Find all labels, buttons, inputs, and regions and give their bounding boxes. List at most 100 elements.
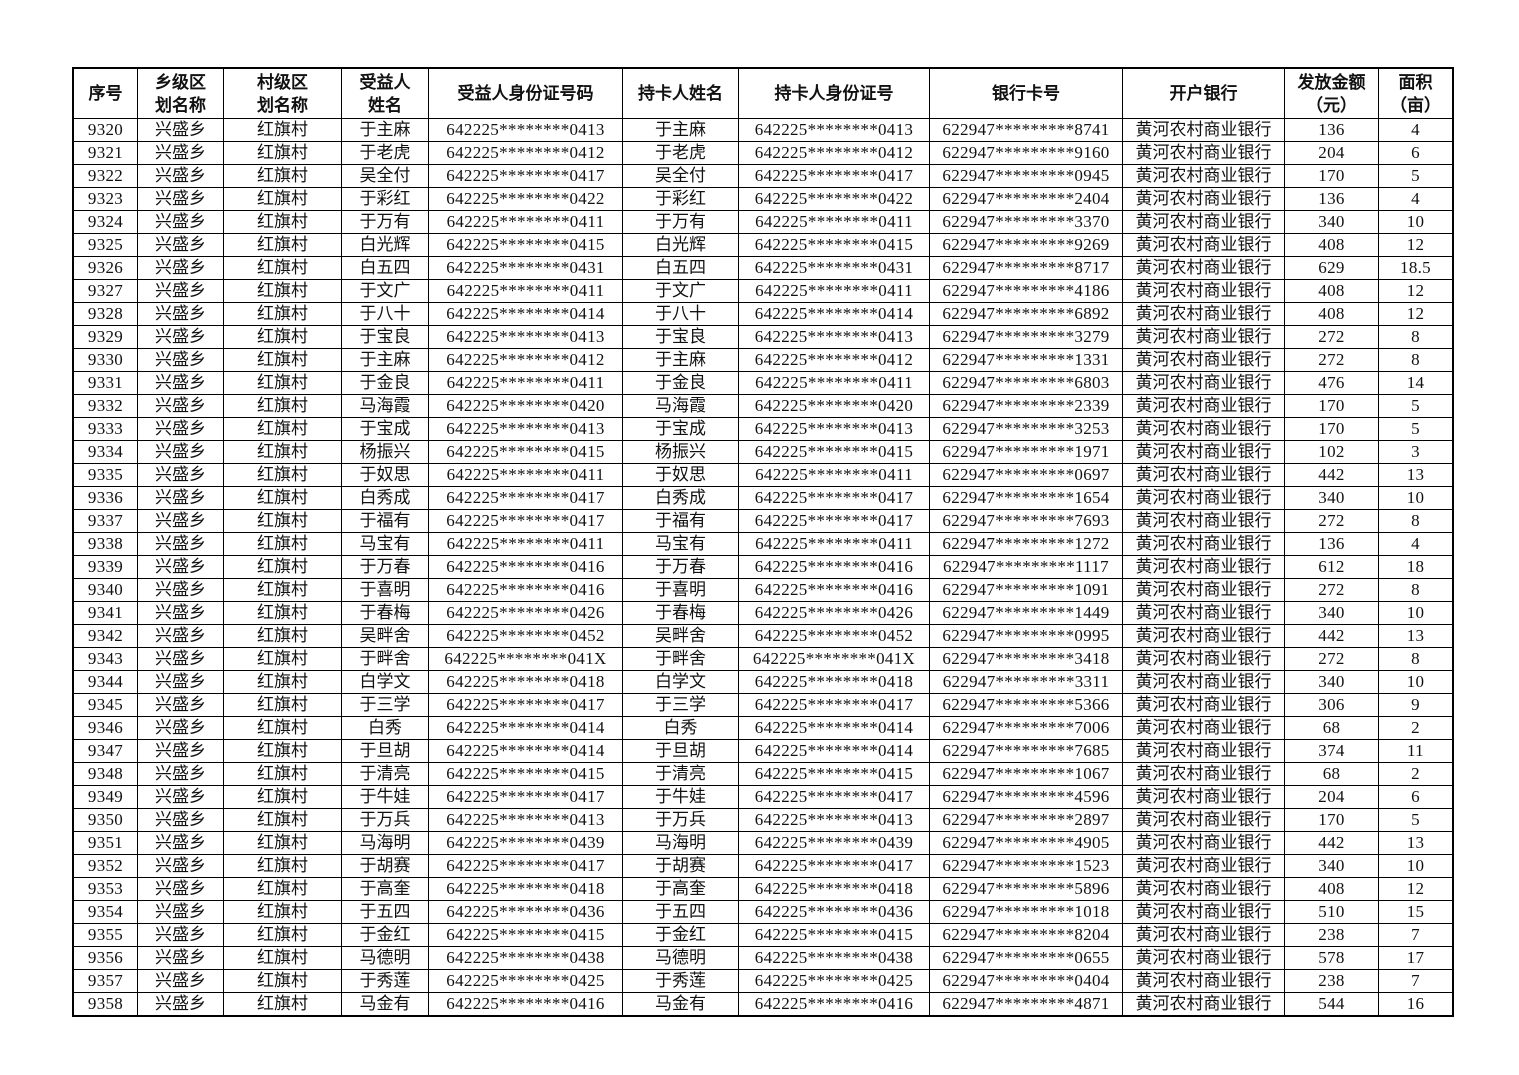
- cell-amount: 170: [1284, 417, 1379, 441]
- cell-cardholder-name: 白五四: [622, 256, 739, 280]
- cell-cardholder-id: 642225********0416: [738, 992, 930, 1017]
- cell-bank-card: 622947*********4871: [929, 992, 1123, 1017]
- cell-village: 红旗村: [223, 164, 342, 188]
- table-row: 9323 兴盛乡 红旗村 于彩红 642225********0422 于彩红 642225…: [72, 187, 1454, 211]
- cell-amount: 340: [1284, 486, 1379, 510]
- header-label-line: 乡级区: [155, 72, 206, 92]
- cell-amount: 612: [1284, 555, 1379, 579]
- cell-area: 14: [1378, 371, 1454, 395]
- table-row: 9347 兴盛乡 红旗村 于旦胡 642225********0414 于旦胡 642225…: [72, 739, 1454, 763]
- cell-cardholder-id: 642225********0411: [738, 210, 930, 234]
- header-label-line: 持卡人姓名: [638, 84, 723, 103]
- cell-cardholder-name: 白秀: [622, 716, 739, 740]
- cell-township: 兴盛乡: [137, 187, 224, 211]
- cell-beneficiary-name: 于高奎: [341, 877, 429, 901]
- cell-bank-card: 622947*********2404: [929, 187, 1123, 211]
- cell-area: 4: [1378, 532, 1454, 556]
- cell-cardholder-name: 白秀成: [622, 486, 739, 510]
- cell-amount: 408: [1284, 279, 1379, 303]
- cell-cardholder-name: 于五四: [622, 900, 739, 924]
- cell-index: 9352: [72, 854, 138, 878]
- cell-area: 10: [1378, 601, 1454, 625]
- cell-bank-name: 黄河农村商业银行: [1122, 808, 1285, 832]
- header-label-line: 面积: [1398, 72, 1433, 92]
- cell-beneficiary-id: 642225********0426: [428, 601, 623, 625]
- cell-beneficiary-name: 于牛娃: [341, 785, 429, 809]
- table-row: 9331 兴盛乡 红旗村 于金良 642225********0411 于金良 642225…: [72, 371, 1454, 395]
- cell-township: 兴盛乡: [137, 762, 224, 786]
- cell-index: 9333: [72, 417, 138, 441]
- cell-index: 9358: [72, 992, 138, 1017]
- cell-area: 8: [1378, 509, 1454, 533]
- cell-township: 兴盛乡: [137, 624, 224, 648]
- header-index: 序号: [72, 67, 138, 119]
- table-row: 9329 兴盛乡 红旗村 于宝良 642225********0413 于宝良 642225…: [72, 325, 1454, 349]
- cell-township: 兴盛乡: [137, 417, 224, 441]
- cell-cardholder-name: 于奴思: [622, 463, 739, 487]
- cell-cardholder-name: 于主麻: [622, 348, 739, 372]
- header-label-line: 开户银行: [1169, 84, 1238, 103]
- cell-beneficiary-name: 于宝成: [341, 417, 429, 441]
- cell-village: 红旗村: [223, 118, 342, 142]
- cell-area: 10: [1378, 486, 1454, 510]
- cell-beneficiary-name: 于金红: [341, 923, 429, 947]
- cell-bank-card: 622947*********7685: [929, 739, 1123, 763]
- cell-beneficiary-name: 于畔舍: [341, 647, 429, 671]
- cell-amount: 408: [1284, 233, 1379, 257]
- cell-cardholder-name: 于宝良: [622, 325, 739, 349]
- cell-cardholder-id: 642225********0436: [738, 900, 930, 924]
- cell-index: 9325: [72, 233, 138, 257]
- cell-cardholder-name: 于老虎: [622, 141, 739, 165]
- cell-area: 7: [1378, 923, 1454, 947]
- cell-area: 13: [1378, 463, 1454, 487]
- cell-bank-name: 黄河农村商业银行: [1122, 440, 1285, 464]
- cell-amount: 374: [1284, 739, 1379, 763]
- cell-bank-name: 黄河农村商业银行: [1122, 509, 1285, 533]
- cell-township: 兴盛乡: [137, 969, 224, 993]
- cell-cardholder-id: 642225********0417: [738, 164, 930, 188]
- cell-beneficiary-id: 642225********0413: [428, 417, 623, 441]
- cell-village: 红旗村: [223, 141, 342, 165]
- header-cardholder-id: 持卡人身份证号: [738, 67, 930, 119]
- cell-village: 红旗村: [223, 210, 342, 234]
- cell-beneficiary-name: 白五四: [341, 256, 429, 280]
- cell-village: 红旗村: [223, 854, 342, 878]
- cell-amount: 272: [1284, 647, 1379, 671]
- cell-cardholder-id: 642225********0452: [738, 624, 930, 648]
- cell-cardholder-id: 642225********0411: [738, 279, 930, 303]
- cell-amount: 340: [1284, 670, 1379, 694]
- cell-bank-name: 黄河农村商业银行: [1122, 210, 1285, 234]
- cell-amount: 204: [1284, 785, 1379, 809]
- cell-beneficiary-id: 642225********0415: [428, 233, 623, 257]
- cell-beneficiary-name: 于文广: [341, 279, 429, 303]
- cell-village: 红旗村: [223, 578, 342, 602]
- cell-cardholder-name: 于主麻: [622, 118, 739, 142]
- cell-township: 兴盛乡: [137, 486, 224, 510]
- cell-amount: 272: [1284, 348, 1379, 372]
- cell-village: 红旗村: [223, 302, 342, 326]
- cell-village: 红旗村: [223, 486, 342, 510]
- cell-cardholder-id: 642225********0413: [738, 325, 930, 349]
- cell-index: 9334: [72, 440, 138, 464]
- cell-bank-name: 黄河农村商业银行: [1122, 578, 1285, 602]
- cell-township: 兴盛乡: [137, 877, 224, 901]
- table-row: 9320 兴盛乡 红旗村 于主麻 642225********0413 于主麻 642225…: [72, 118, 1454, 142]
- cell-township: 兴盛乡: [137, 900, 224, 924]
- cell-beneficiary-id: 642225********0417: [428, 164, 623, 188]
- table-row: 9358 兴盛乡 红旗村 马金有 642225********0416 马金有 642225…: [72, 992, 1454, 1017]
- cell-area: 5: [1378, 808, 1454, 832]
- cell-beneficiary-id: 642225********0413: [428, 118, 623, 142]
- cell-area: 15: [1378, 900, 1454, 924]
- cell-village: 红旗村: [223, 371, 342, 395]
- cell-cardholder-name: 白学文: [622, 670, 739, 694]
- cell-beneficiary-name: 于三学: [341, 693, 429, 717]
- cell-beneficiary-name: 马宝有: [341, 532, 429, 556]
- cell-area: 6: [1378, 141, 1454, 165]
- cell-cardholder-id: 642225********0418: [738, 877, 930, 901]
- header-village: 村级区 划名称: [223, 67, 342, 119]
- cell-area: 12: [1378, 233, 1454, 257]
- table-row: 9343 兴盛乡 红旗村 于畔舍 642225********041X 于畔舍 642225…: [72, 647, 1454, 671]
- cell-amount: 442: [1284, 463, 1379, 487]
- cell-beneficiary-id: 642225********0411: [428, 532, 623, 556]
- cell-village: 红旗村: [223, 831, 342, 855]
